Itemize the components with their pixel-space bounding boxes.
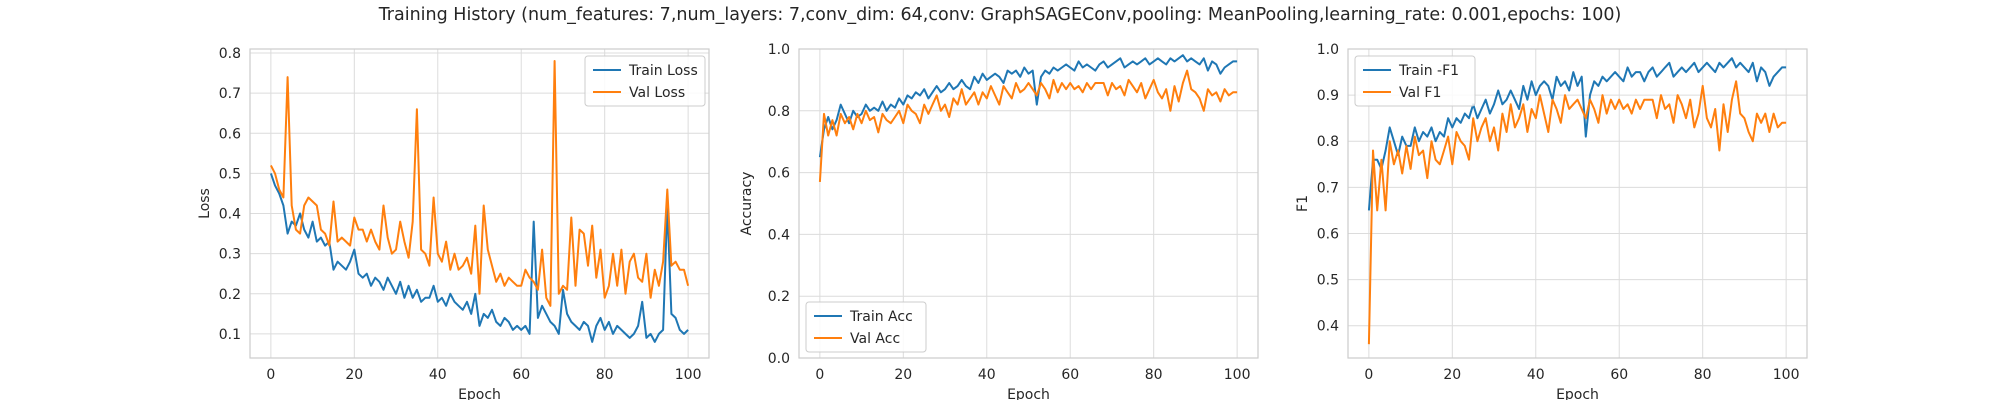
x-tick-label: 100	[675, 367, 702, 383]
series-line-train-f1	[1367, 57, 1787, 211]
y-tick-label: 0.1	[219, 327, 241, 343]
legend: Train Loss Val Loss	[584, 55, 706, 107]
x-tick-label: 40	[978, 367, 996, 383]
legend: Train -F1 Val F1	[1354, 55, 1476, 107]
chart-panel-f1: 0 20 40 60 80 100 0.4 0.5 0.6 0.7 0.8 0.9 1.0 Epoch F1…	[1295, 42, 1808, 400]
legend-label: Val Loss	[629, 85, 685, 101]
y-axis-label: F1	[1295, 195, 1311, 212]
legend: Train Acc Val Acc	[805, 301, 927, 353]
y-tick-label: 0.3	[219, 247, 241, 263]
axes-frame	[798, 48, 1259, 359]
x-tick-label: 40	[1527, 367, 1545, 383]
x-tick-label: 20	[345, 367, 363, 383]
x-tick-label: 0	[1364, 367, 1373, 383]
x-tick-label: 40	[429, 367, 447, 383]
y-tick-label: 0.9	[1317, 88, 1339, 104]
x-tick-label: 60	[1610, 367, 1628, 383]
series-line-val-loss	[270, 60, 690, 307]
legend-box	[805, 301, 927, 353]
y-tick-label: 0.5	[1317, 273, 1339, 289]
legend-label: Train Acc	[849, 309, 913, 325]
y-tick-label: 0.7	[219, 86, 241, 102]
series-line-train-loss	[269, 173, 689, 343]
x-tick-label: 100	[1773, 367, 1800, 383]
legend-label: Train Loss	[628, 63, 698, 79]
y-tick-label: 0.4	[768, 227, 790, 243]
x-tick-label: 20	[1443, 367, 1461, 383]
x-tick-label: 80	[1145, 367, 1163, 383]
series-line-train-acc	[818, 54, 1238, 158]
y-axis-label: Accuracy	[739, 172, 755, 236]
y-tick-label: 0.5	[219, 166, 241, 182]
y-tick-label: 1.0	[1317, 42, 1339, 58]
x-axis-label: Epoch	[1556, 387, 1599, 400]
y-tick-label: 0.6	[1317, 226, 1339, 242]
x-tick-label: 60	[1061, 367, 1079, 383]
legend-label: Val F1	[1399, 85, 1441, 101]
x-tick-label: 60	[512, 367, 530, 383]
series-line-val-f1	[1367, 80, 1787, 345]
figure-title: Training History (num_features: 7,num_la…	[378, 5, 1622, 25]
x-axis-label: Epoch	[458, 387, 501, 400]
legend-label: Train -F1	[1398, 63, 1459, 79]
chart-panel-loss: 0 20 40 60 80 100 0.1 0.2 0.3 0.4 0.5 0.6 0.7 0.8 Epoc…	[197, 46, 710, 400]
x-tick-label: 0	[815, 367, 824, 383]
y-tick-label: 0.2	[768, 289, 790, 305]
y-tick-label: 0.7	[1317, 180, 1339, 196]
legend-box	[1354, 55, 1476, 107]
x-axis-label: Epoch	[1007, 387, 1050, 400]
legend-label: Val Acc	[850, 331, 900, 347]
y-tick-label: 0.8	[1317, 134, 1339, 150]
axes-frame	[249, 48, 710, 359]
y-tick-label: 0.8	[768, 104, 790, 120]
y-tick-label: 0.6	[219, 126, 241, 142]
y-tick-label: 0.0	[768, 351, 790, 367]
chart-panel-accuracy: 0 20 40 60 80 100 0.0 0.2 0.4 0.6 0.8 1.0 Epoch Accur…	[739, 42, 1259, 400]
y-tick-label: 0.4	[1317, 319, 1339, 335]
y-tick-label: 0.4	[219, 207, 241, 223]
y-tick-label: 0.6	[768, 166, 790, 182]
x-tick-label: 100	[1224, 367, 1251, 383]
axes-frame	[1347, 48, 1808, 359]
y-tick-label: 0.8	[219, 46, 241, 62]
x-tick-label: 0	[266, 367, 275, 383]
legend-box	[584, 55, 706, 107]
y-axis-label: Loss	[197, 188, 213, 219]
y-tick-label: 1.0	[768, 42, 790, 58]
x-tick-label: 20	[894, 367, 912, 383]
x-tick-label: 80	[1694, 367, 1712, 383]
y-tick-label: 0.2	[219, 287, 241, 303]
x-tick-label: 80	[596, 367, 614, 383]
series-line-val-acc	[818, 69, 1238, 182]
